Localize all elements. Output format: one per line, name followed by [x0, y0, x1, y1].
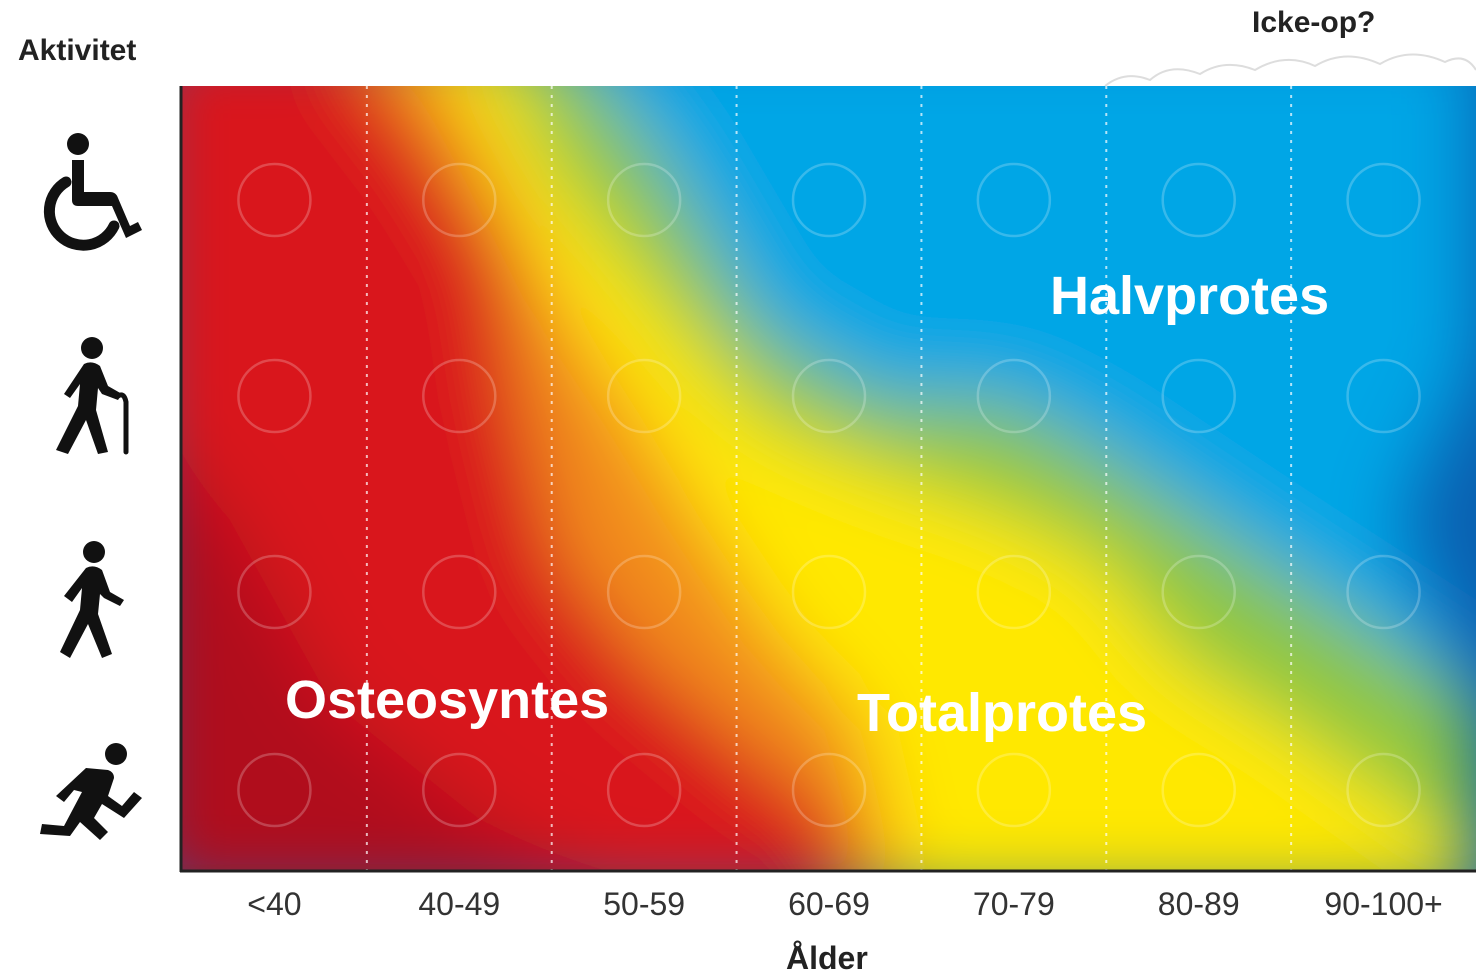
- x-tick-label: 50-59: [603, 886, 685, 922]
- x-tick-label: 40-49: [418, 886, 500, 922]
- cell-circle: [976, 554, 1052, 630]
- cell-circle: [791, 554, 867, 630]
- x-tick-label: <40: [247, 886, 301, 922]
- x-tick-label: 80-89: [1158, 886, 1240, 922]
- cell-circle: [237, 752, 312, 828]
- cell-circle: [237, 554, 312, 630]
- x-tick-label: 90-100+: [1324, 886, 1442, 922]
- x-tick-label: 70-79: [973, 886, 1055, 922]
- y-axis-title: Aktivitet: [18, 34, 137, 67]
- cell-circle: [606, 162, 682, 238]
- cell-circle: [791, 162, 867, 238]
- cell-circle: [1346, 752, 1421, 828]
- cell-circle: [606, 358, 682, 434]
- region-label-totalprotes: Totalprotes: [857, 683, 1147, 743]
- walking-person-icon: [60, 541, 124, 658]
- cell-circle: [1346, 554, 1421, 630]
- x-axis-title: Ålder: [786, 940, 868, 976]
- region-label-halvprotes: Halvprotes: [1050, 266, 1329, 326]
- cell-circle: [606, 554, 682, 630]
- cell-circle: [1161, 554, 1236, 630]
- cell-circle: [976, 358, 1052, 434]
- gradient-field: [182, 86, 1476, 872]
- x-tick-labels: <40 40-49 50-59 60-69 70-79 80-89 90-100+: [247, 886, 1442, 922]
- cell-circle: [1346, 358, 1421, 434]
- cell-circle: [976, 752, 1052, 828]
- cell-circle: [1346, 162, 1421, 238]
- cell-circle: [791, 358, 867, 434]
- running-person-icon: [40, 743, 142, 840]
- x-tick-label: 60-69: [788, 886, 870, 922]
- cell-circle: [1161, 752, 1236, 828]
- cell-circle: [237, 358, 312, 434]
- cell-circle: [791, 752, 867, 828]
- cell-circle: [1161, 162, 1236, 238]
- cell-circle: [976, 162, 1052, 238]
- icke-op-label: Icke-op?: [1252, 6, 1376, 39]
- cell-circle: [422, 358, 497, 434]
- wheelchair-icon: [43, 133, 142, 251]
- region-label-osteosyntes: Osteosyntes: [285, 670, 609, 730]
- walking-cane-icon: [56, 337, 129, 455]
- icke-op-clouds: [1104, 53, 1476, 87]
- cell-circle: [1161, 358, 1236, 434]
- cell-circles: [237, 162, 1421, 828]
- cell-circle: [422, 752, 497, 828]
- cell-circle: [422, 554, 497, 630]
- cell-circle: [606, 752, 682, 828]
- cell-circle: [237, 162, 312, 238]
- cell-circle: [422, 162, 497, 238]
